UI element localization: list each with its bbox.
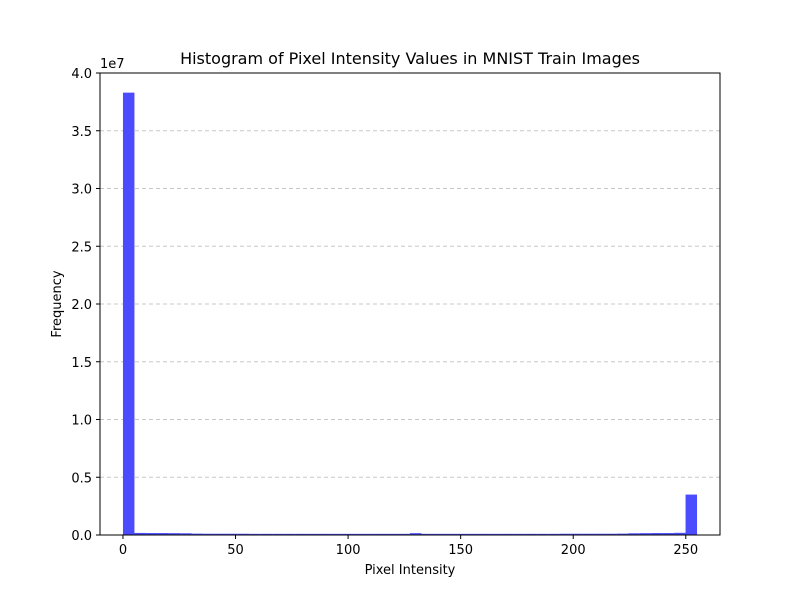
histogram-bar [639,533,652,535]
histogram-bar [651,533,663,535]
x-tick-label: 0 [119,543,127,558]
histogram-bar [283,533,296,535]
histogram-bar [467,533,479,535]
histogram-bar [616,533,629,535]
y-tick-label: 0.5 [71,471,92,486]
histogram-bar [432,533,445,535]
y-tick-label: 2.0 [71,298,92,313]
y-axis-label: Frequency [50,270,65,337]
y-tick-label: 4.0 [71,67,92,82]
histogram-bar [662,533,675,535]
x-axis-label: Pixel Intensity [365,563,456,578]
histogram-bar [524,533,537,535]
y-tick-label: 3.5 [71,125,92,140]
y-tick-label: 0.0 [71,529,92,544]
histogram-bar [387,533,399,535]
histogram-bar [341,533,353,535]
histogram-bar [455,533,468,535]
histogram-bar [295,533,307,535]
x-axis-ticks: 0 50 100 150 200 250 [119,535,698,558]
histogram-bar [582,533,594,535]
histogram-bar [593,533,606,535]
x-tick-label: 150 [448,543,473,558]
histogram-bar [352,533,365,535]
histogram-bar [168,533,181,535]
histogram-bar [501,533,514,535]
histogram-bar [134,532,146,535]
x-tick-label: 200 [561,543,586,558]
y-tick-label: 1.5 [71,356,92,371]
histogram-bar [685,494,698,535]
y-tick-label: 2.5 [71,240,92,255]
histogram-bar [364,533,376,535]
histogram-bar [157,533,169,535]
histogram-bar [490,533,502,535]
histogram-bar [444,533,456,535]
chart-title: Histogram of Pixel Intensity Values in M… [180,49,640,68]
x-tick-label: 50 [227,543,244,558]
histogram-bar [410,533,422,535]
histogram-bar [180,533,192,535]
y-tick-label: 3.0 [71,183,92,198]
histogram-bar [306,533,319,535]
histogram-bar [375,533,388,535]
histogram-bar [318,533,330,535]
histogram-bar [214,533,227,535]
histogram-bar [145,533,158,535]
histogram-bar [272,533,284,535]
grid-lines [100,72,720,478]
histogram-bar [628,533,640,535]
histogram-bar [249,533,261,535]
histogram-bar [260,533,273,535]
histogram-bar [237,533,250,535]
y-tick-label: 1.0 [71,414,92,429]
x-tick-label: 250 [673,543,698,558]
histogram-bars [122,92,698,535]
x-tick-label: 100 [336,543,361,558]
histogram-bar [536,533,548,535]
histogram-bar [478,533,491,535]
histogram-bar [122,92,135,535]
histogram-bar [329,533,342,535]
histogram-bar [421,533,433,535]
histogram-bar [605,533,617,535]
histogram-bar [559,533,571,535]
histogram-bar [398,533,410,535]
histogram-bar [674,532,686,535]
histogram-bar [191,533,204,535]
histogram-bar [570,533,583,535]
histogram-bar [547,533,560,535]
y-axis-ticks: 0.0 0.5 1.0 1.5 2.0 2.5 3.0 3.5 4.0 [71,67,100,544]
histogram-bar [203,533,215,535]
histogram-bar [226,533,238,535]
histogram-bar [513,533,525,535]
y-offset-label: 1e7 [100,57,125,72]
